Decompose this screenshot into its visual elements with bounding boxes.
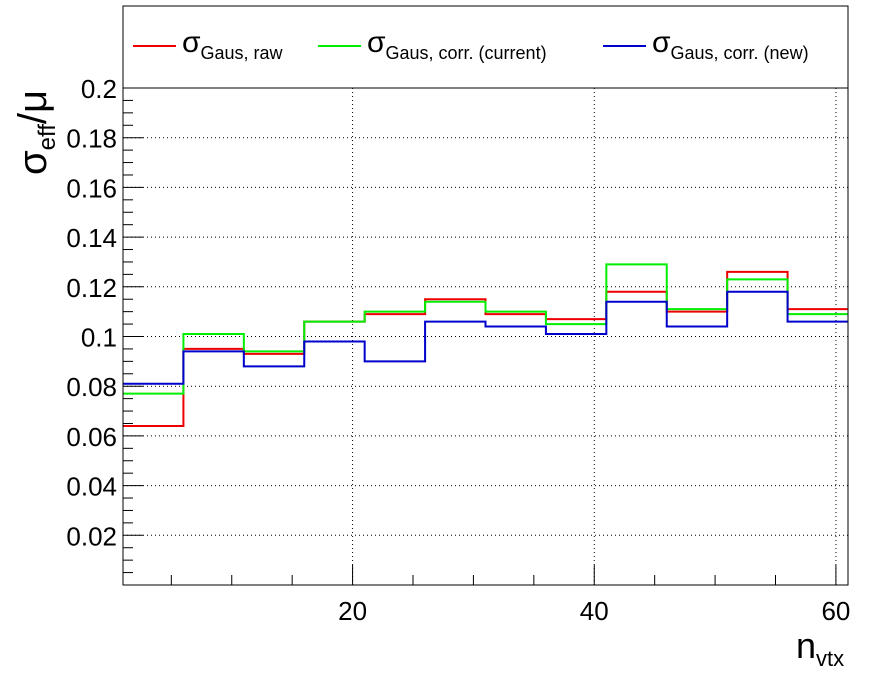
series-line-3 (123, 290, 848, 385)
legend: σGaus, raw σGaus, corr. (current) σGaus, c… (133, 26, 809, 63)
y-axis-label-main: σ (11, 150, 55, 175)
x-axis-label-main: n (796, 625, 816, 666)
y-tick-label: 0.04 (66, 472, 117, 502)
y-tick-label: 0.06 (66, 422, 117, 452)
x-tick-label: 60 (821, 596, 850, 626)
y-tick-label: 0.18 (66, 124, 117, 154)
x-axis-label-sub: vtx (816, 646, 844, 671)
axis-ticks (123, 87, 837, 585)
x-axis-label: nvtx (796, 625, 844, 671)
tick-labels: 0.02 0.04 0.06 0.08 0.1 0.12 0.14 0.16 0.18 0.2 20… (66, 74, 850, 626)
plot-frame-outline (122, 87, 849, 586)
legend-entry-3: σGaus, corr. (new) (652, 26, 809, 63)
y-axis-label: σeff/μ (11, 90, 61, 175)
y-tick-label: 0.14 (66, 223, 117, 253)
y-tick-label: 0.08 (66, 372, 117, 402)
y-axis-label-tail: /μ (11, 90, 55, 124)
legend-box (122, 5, 849, 89)
y-tick-label: 0.16 (66, 173, 117, 203)
y-tick-label: 0.2 (81, 74, 117, 104)
x-tick-label: 40 (580, 596, 609, 626)
y-tick-label: 0.12 (66, 273, 117, 303)
y-axis-label-sub: eff (34, 124, 61, 151)
legend-entry-2: σGaus, corr. (current) (367, 26, 547, 63)
y-tick-label: 0.1 (81, 323, 117, 353)
legend-entry-1: σGaus, raw (182, 26, 284, 63)
series-group (123, 263, 848, 427)
x-tick-label: 20 (338, 596, 367, 626)
y-tick-label: 0.02 (66, 521, 117, 551)
